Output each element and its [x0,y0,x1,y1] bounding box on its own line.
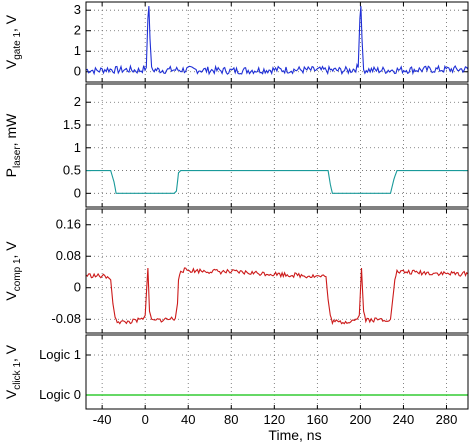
panel-gate-ytick-label-1: 1 [74,43,81,58]
x-tick-label-6: 200 [350,412,372,427]
x-tick-label-4: 120 [263,412,285,427]
x-tick-label-8: 280 [436,412,458,427]
panel-click-ytick-label-1: Logic 1 [39,347,81,362]
panel-click-ytick-label-0: Logic 0 [39,387,81,402]
panel-comp-ylabel: Vcomp 1, V [3,241,23,301]
panel-laser-ytick-label-2: 1 [74,140,81,155]
panel-comp-ytick-label-1: 0 [74,280,81,295]
x-axis-ticks: -40 0 40 80 120 160 200 240 280 [93,412,458,427]
panel-gate-series-line [85,6,469,76]
panel-comp-ytick-label-0: -0.08 [51,311,81,326]
panel-laser-ytick-label-3: 1.5 [63,117,81,132]
x-tick-label-1: 0 [142,412,149,427]
x-tick-label-5: 160 [307,412,329,427]
panel-laser-frame [85,83,469,208]
x-tick-label-7: 240 [393,412,415,427]
panel-gate-ytick-label-3: 3 [74,2,81,17]
panel-gate-frame [85,1,469,83]
panel-laser-ylabel: Plaser, mW [3,113,23,177]
panel-click-frame [85,334,469,410]
panel-laser-ytick-label-4: 2 [74,94,81,109]
panel-comp: -0.08 0 0.08 0.16 Vcomp 1, V [3,208,469,334]
panel-click-ylabel: Vclick 1, V [3,344,23,399]
panel-comp-series-line [85,267,469,326]
x-axis-label: Time, ns [268,427,321,443]
panel-laser-ytick-label-0: 0 [74,185,81,200]
panel-gate-ytick-label-0: 0 [74,64,81,79]
panel-comp-ytick-label-2: 0.08 [56,248,81,263]
panel-gate-ytick-label-2: 2 [74,23,81,38]
panel-comp-frame [85,208,469,334]
panel-gate: 0 1 2 3 Vgate 1, V [3,1,469,83]
x-tick-label-3: 80 [224,412,238,427]
panel-laser: 0 0.5 1 1.5 2 Plaser, mW [3,83,469,208]
x-tick-label-0: -40 [93,412,112,427]
x-tick-label-2: 40 [181,412,195,427]
panel-comp-ytick-label-3: 0.16 [56,217,81,232]
panel-laser-series-line [86,170,468,194]
panel-laser-ytick-label-1: 0.5 [63,163,81,178]
panel-gate-ylabel: Vgate 1, V [3,14,23,69]
panel-click: Logic 0 Logic 1 Vclick 1, V [3,334,469,410]
